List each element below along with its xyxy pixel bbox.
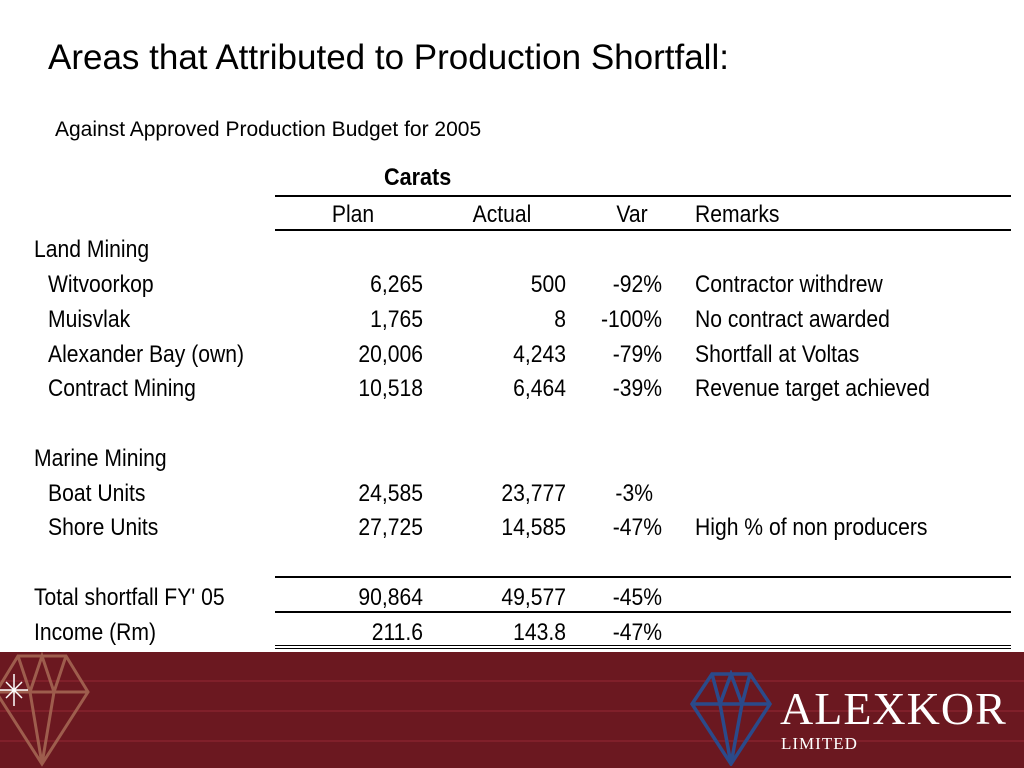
- column-header-var: Var: [616, 201, 648, 228]
- income-double-rule: [275, 645, 1011, 649]
- plan-value: 90,864: [358, 584, 423, 611]
- header-bottom-rule: [275, 229, 1011, 231]
- remarks-value: Shortfall at Voltas: [695, 341, 860, 368]
- plan-value: 24,585: [358, 480, 423, 507]
- actual-value: 143.8: [513, 619, 566, 646]
- diamond-mark-icon: [0, 652, 90, 767]
- plan-value: 1,765: [370, 306, 423, 333]
- actual-value: 8: [554, 306, 566, 333]
- footer-stripe: [0, 710, 1024, 712]
- plan-value: 211.6: [371, 619, 423, 646]
- var-value: -92%: [612, 271, 662, 298]
- carats-group-header: Carats: [384, 164, 452, 191]
- plan-value: 27,725: [358, 514, 423, 541]
- actual-value: 14,585: [501, 514, 566, 541]
- plan-value: 10,518: [358, 375, 423, 402]
- remarks-value: Contractor withdrew: [695, 271, 883, 298]
- var-value: -39%: [612, 375, 662, 402]
- row-label: Witvoorkop: [48, 271, 154, 298]
- alexkor-diamond-logo-icon: [690, 670, 772, 766]
- footer-band: [0, 652, 1024, 768]
- slide-title: Areas that Attributed to Production Shor…: [48, 38, 729, 77]
- var-value: -100%: [600, 306, 662, 333]
- row-label: Income (Rm): [34, 619, 157, 646]
- remarks-value: Revenue target achieved: [695, 375, 930, 402]
- var-value: -3%: [615, 480, 653, 507]
- var-value: -45%: [612, 584, 662, 611]
- brand-name: ALEXKOR: [780, 683, 1007, 734]
- actual-value: 4,243: [513, 341, 566, 368]
- total-bottom-rule: [275, 611, 1011, 613]
- row-label: Shore Units: [48, 514, 159, 541]
- plan-value: 6,265: [370, 271, 423, 298]
- section-label-land-mining: Land Mining: [34, 236, 150, 263]
- plan-value: 20,006: [358, 341, 423, 368]
- var-value: -47%: [612, 514, 662, 541]
- header-top-rule: [275, 195, 1011, 197]
- var-value: -79%: [612, 341, 662, 368]
- row-label: Alexander Bay (own): [48, 341, 245, 368]
- actual-value: 23,777: [501, 480, 566, 507]
- row-label: Boat Units: [48, 480, 146, 507]
- remarks-value: No contract awarded: [695, 306, 890, 333]
- slide-subtitle: Against Approved Production Budget for 2…: [55, 118, 482, 141]
- section-label-marine-mining: Marine Mining: [34, 445, 167, 472]
- footer-stripe: [0, 740, 1024, 742]
- actual-value: 6,464: [513, 375, 566, 402]
- actual-value: 500: [530, 271, 566, 298]
- column-header-remarks: Remarks: [695, 201, 780, 228]
- footer-stripe: [0, 680, 1024, 682]
- row-label: Muisvlak: [48, 306, 131, 333]
- row-label: Total shortfall FY' 05: [34, 584, 225, 611]
- column-header-plan: Plan: [331, 201, 375, 228]
- brand-tagline: LIMITED: [781, 734, 858, 753]
- row-label-clip: Alexander Bay (own): [40, 341, 275, 371]
- actual-value: 49,577: [501, 584, 566, 611]
- row-label: Contract Mining: [48, 375, 196, 402]
- remarks-value: High % of non producers: [695, 514, 928, 541]
- column-header-actual: Actual: [472, 201, 532, 228]
- var-value: -47%: [612, 619, 662, 646]
- total-top-rule: [275, 576, 1011, 578]
